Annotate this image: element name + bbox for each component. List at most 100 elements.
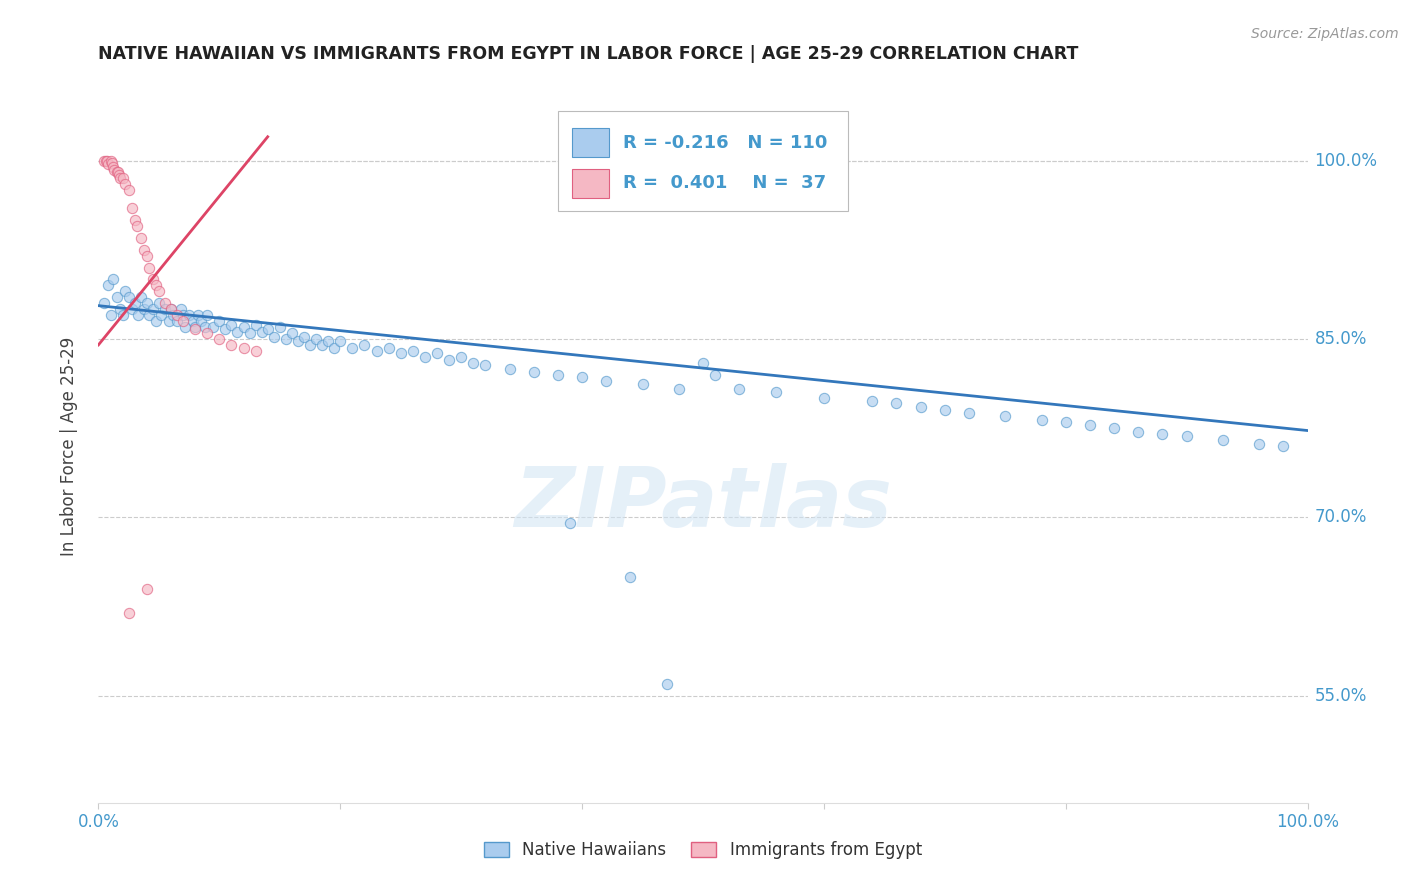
Point — [1128, 425, 1150, 439]
FancyBboxPatch shape — [558, 111, 848, 211]
Point — [263, 329, 285, 343]
Point — [97, 157, 120, 171]
Point — [160, 302, 183, 317]
Point — [153, 302, 176, 317]
Point — [187, 308, 209, 322]
Point — [135, 582, 157, 596]
Point — [886, 396, 908, 410]
Point — [100, 156, 122, 170]
FancyBboxPatch shape — [572, 169, 609, 198]
Point — [103, 163, 125, 178]
Point — [910, 400, 932, 414]
Point — [1175, 429, 1198, 443]
Point — [704, 368, 727, 382]
Point — [100, 153, 122, 168]
Point — [129, 231, 152, 245]
Point — [305, 332, 328, 346]
Point — [256, 322, 278, 336]
Point — [287, 334, 309, 349]
Point — [153, 296, 176, 310]
Point — [105, 290, 128, 304]
Point — [184, 322, 207, 336]
Point — [692, 356, 714, 370]
Text: R =  0.401    N =  37: R = 0.401 N = 37 — [623, 175, 827, 193]
Point — [728, 382, 751, 396]
Text: NATIVE HAWAIIAN VS IMMIGRANTS FROM EGYPT IN LABOR FORCE | AGE 25-29 CORRELATION : NATIVE HAWAIIAN VS IMMIGRANTS FROM EGYPT… — [98, 45, 1078, 62]
Point — [107, 165, 129, 179]
Point — [292, 329, 315, 343]
Point — [181, 314, 204, 328]
Point — [150, 308, 173, 322]
Point — [108, 302, 131, 317]
Legend: Native Hawaiians, Immigrants from Egypt: Native Hawaiians, Immigrants from Egypt — [477, 835, 929, 866]
Point — [105, 165, 128, 179]
Point — [323, 342, 346, 356]
Point — [177, 308, 201, 322]
Point — [619, 570, 641, 584]
Point — [195, 308, 218, 322]
Point — [134, 243, 156, 257]
Point — [214, 322, 236, 336]
Point — [1102, 421, 1125, 435]
Point — [1152, 427, 1174, 442]
Point — [377, 342, 399, 356]
Point — [118, 290, 141, 304]
Point — [138, 260, 160, 275]
Point — [145, 278, 167, 293]
Point — [138, 308, 160, 322]
Point — [108, 168, 131, 182]
Point — [239, 326, 262, 340]
Point — [595, 374, 617, 388]
Point — [389, 346, 412, 360]
Point — [1272, 439, 1295, 453]
Point — [169, 302, 191, 317]
Point — [1031, 413, 1053, 427]
Point — [129, 290, 152, 304]
Point — [1212, 433, 1234, 447]
Point — [184, 320, 207, 334]
Point — [402, 343, 425, 358]
Point — [298, 338, 321, 352]
Point — [160, 302, 183, 317]
Point — [1078, 417, 1101, 432]
Point — [994, 409, 1017, 424]
Point — [96, 153, 118, 168]
Point — [127, 219, 149, 233]
Point — [221, 338, 243, 352]
Point — [172, 314, 194, 328]
Point — [172, 308, 194, 322]
FancyBboxPatch shape — [572, 128, 609, 157]
Point — [127, 308, 149, 322]
Point — [135, 296, 157, 310]
Point — [1249, 436, 1271, 450]
Point — [124, 213, 146, 227]
Point — [114, 178, 136, 192]
Point — [631, 377, 654, 392]
Point — [121, 201, 143, 215]
Point — [523, 365, 546, 379]
Point — [1054, 415, 1077, 429]
Text: 55.0%: 55.0% — [1315, 687, 1367, 705]
Point — [463, 356, 485, 370]
Point — [232, 342, 254, 356]
Point — [166, 314, 188, 328]
Point — [166, 308, 188, 322]
Point — [208, 332, 231, 346]
Point — [558, 516, 581, 531]
Text: Source: ZipAtlas.com: Source: ZipAtlas.com — [1251, 27, 1399, 41]
Point — [329, 334, 352, 349]
Point — [221, 318, 243, 332]
Point — [413, 350, 436, 364]
Point — [655, 677, 678, 691]
Point — [93, 153, 115, 168]
Point — [426, 346, 449, 360]
Point — [668, 382, 690, 396]
Point — [174, 320, 197, 334]
Point — [250, 325, 273, 339]
Point — [860, 393, 883, 408]
Point — [547, 368, 569, 382]
Point — [148, 296, 170, 310]
Point — [311, 338, 333, 352]
Point — [101, 160, 124, 174]
Point — [134, 302, 156, 317]
